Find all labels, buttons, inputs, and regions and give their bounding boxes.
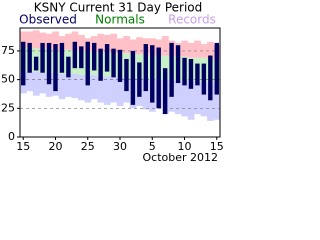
observed-bar xyxy=(27,42,32,73)
observed-bar xyxy=(117,49,123,82)
chart-title: KSNY Current 31 Day Period xyxy=(34,1,203,15)
record-low-band xyxy=(90,75,98,100)
observed-bar xyxy=(130,50,136,105)
record-high-band xyxy=(71,31,79,51)
normal-band xyxy=(161,55,169,80)
observed-bar xyxy=(111,48,116,78)
record-high-band xyxy=(26,31,34,48)
observed-bar xyxy=(85,41,90,86)
record-low-band xyxy=(181,80,189,117)
record-high-band xyxy=(103,34,111,53)
record-high-band xyxy=(110,33,118,54)
x-tick-label: 15 xyxy=(210,140,224,153)
observed-bar xyxy=(91,42,97,71)
record-low-band xyxy=(65,73,72,97)
x-tick-label: 30 xyxy=(113,140,127,153)
x-tick-label: 10 xyxy=(178,140,192,153)
observed-bar xyxy=(143,44,149,92)
observed-bar xyxy=(40,42,45,73)
observed-bar xyxy=(98,48,103,81)
record-high-band xyxy=(194,40,201,58)
observed-bar xyxy=(124,58,129,92)
observed-bar xyxy=(214,42,219,95)
record-low-band xyxy=(200,81,208,117)
observed-bar xyxy=(21,41,26,86)
observed-bar xyxy=(156,47,161,109)
record-low-band xyxy=(71,73,79,98)
record-low-band xyxy=(26,71,34,92)
record-high-band xyxy=(32,30,40,49)
record-high-band xyxy=(45,33,53,49)
x-tick-label: 20 xyxy=(48,140,62,153)
record-low-band xyxy=(207,81,214,121)
y-tick-label: 25 xyxy=(1,101,15,114)
x-axis-title: October 2012 xyxy=(142,151,218,164)
y-tick-label: 75 xyxy=(1,44,15,57)
observed-bar xyxy=(46,42,52,85)
record-high-band xyxy=(20,31,27,48)
record-high-band xyxy=(136,37,143,55)
y-tick-label: 50 xyxy=(1,73,15,86)
observed-bar xyxy=(182,57,187,86)
observed-bar xyxy=(137,62,142,97)
record-high-band xyxy=(52,31,60,50)
observed-bar xyxy=(169,42,174,97)
record-low-band xyxy=(97,76,105,103)
record-high-band xyxy=(207,41,214,59)
record-low-band xyxy=(103,76,111,105)
legend-label: Records xyxy=(168,13,216,27)
observed-bar xyxy=(104,44,110,72)
record-low-band xyxy=(39,72,47,94)
legend-label: Observed xyxy=(19,13,77,27)
observed-bar xyxy=(66,56,71,78)
record-high-band xyxy=(129,39,137,55)
record-low-band xyxy=(45,72,53,97)
record-low-band xyxy=(78,75,85,101)
record-high-band xyxy=(39,32,47,49)
record-high-band xyxy=(78,34,85,51)
observed-bar xyxy=(188,58,194,89)
record-high-band xyxy=(187,42,195,58)
record-low-band xyxy=(58,73,66,100)
record-low-band xyxy=(174,80,182,115)
record-high-band xyxy=(181,40,189,57)
observed-bar xyxy=(208,55,213,101)
observed-bar xyxy=(33,56,39,71)
record-high-band xyxy=(123,36,130,54)
x-tick-label: 15 xyxy=(16,140,30,153)
observed-bar xyxy=(59,42,65,73)
x-tick-label: 5 xyxy=(149,140,156,153)
observed-bar xyxy=(162,68,168,115)
legend-label: Normals xyxy=(95,13,145,27)
record-low-band xyxy=(142,78,150,110)
record-high-band xyxy=(65,33,72,50)
observed-bar xyxy=(72,41,78,69)
y-tick-label: 0 xyxy=(8,130,15,143)
observed-bar xyxy=(79,46,84,69)
record-high-band xyxy=(58,36,66,50)
page: KSNY Current 31 Day Period October 2012 … xyxy=(1,0,224,165)
observed-bar xyxy=(201,63,207,95)
record-low-band xyxy=(213,83,221,120)
record-low-band xyxy=(110,76,118,103)
record-low-band xyxy=(116,77,124,107)
record-high-band xyxy=(97,33,105,53)
observed-bar xyxy=(53,44,58,92)
record-low-band xyxy=(194,81,201,115)
chart: KSNY Current 31 Day Period October 2012 … xyxy=(1,1,224,165)
observed-bar xyxy=(195,63,200,86)
record-high-band xyxy=(161,36,169,56)
observed-bar xyxy=(150,45,155,103)
record-low-band xyxy=(32,71,40,96)
observed-bar xyxy=(175,45,181,84)
record-low-band xyxy=(187,80,195,120)
record-high-band xyxy=(200,44,208,58)
record-low-band xyxy=(84,75,92,103)
record-high-band xyxy=(116,38,124,54)
x-tick-label: 25 xyxy=(81,140,95,153)
